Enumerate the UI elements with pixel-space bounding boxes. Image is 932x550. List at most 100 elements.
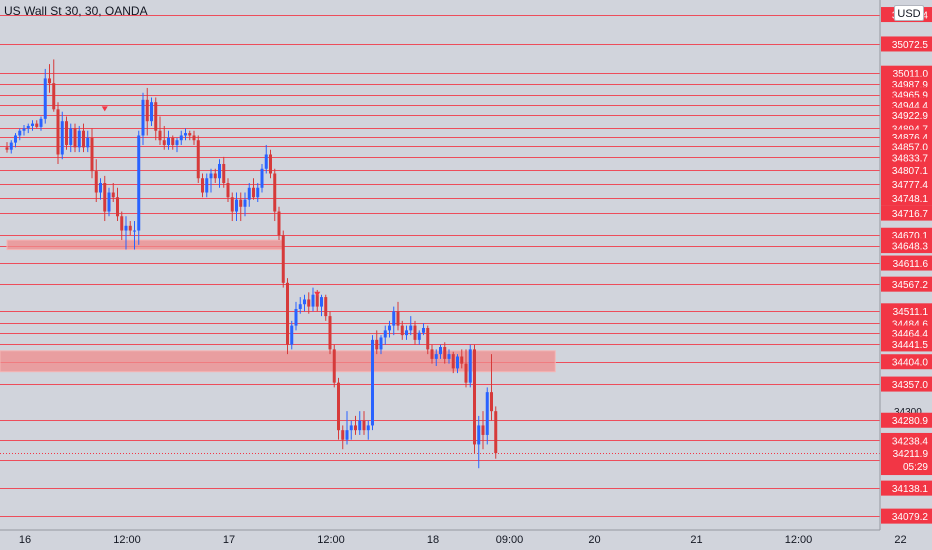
zone-rectangle[interactable]: [0, 350, 556, 373]
candle-body[interactable]: [52, 83, 56, 110]
candle-body[interactable]: [111, 192, 115, 198]
candle-body[interactable]: [468, 349, 472, 383]
candle-body[interactable]: [392, 311, 396, 326]
candle-body[interactable]: [218, 163, 221, 179]
candle-body[interactable]: [434, 354, 438, 359]
candle-body[interactable]: [196, 140, 200, 179]
candle-body[interactable]: [252, 187, 255, 198]
candle-body[interactable]: [99, 183, 102, 193]
candle-body[interactable]: [473, 349, 476, 445]
candle-body[interactable]: [354, 425, 357, 431]
candle-body[interactable]: [490, 392, 493, 412]
candle-body[interactable]: [247, 187, 251, 200]
candle-body[interactable]: [39, 118, 43, 127]
candle-body[interactable]: [281, 235, 285, 283]
candle-body[interactable]: [179, 135, 183, 141]
candle-body[interactable]: [451, 354, 455, 369]
candle-body[interactable]: [290, 325, 294, 345]
candle-body[interactable]: [294, 308, 298, 326]
candle-body[interactable]: [443, 346, 447, 359]
candle-body[interactable]: [256, 187, 260, 198]
zone-rectangle[interactable]: [6, 239, 284, 251]
candle-body[interactable]: [158, 130, 162, 141]
candle-body[interactable]: [298, 304, 302, 309]
candle-body[interactable]: [133, 230, 136, 232]
candle-body[interactable]: [167, 137, 170, 145]
candle-body[interactable]: [405, 330, 408, 336]
candle-body[interactable]: [201, 178, 204, 193]
candle-body[interactable]: [107, 192, 111, 212]
candle-body[interactable]: [383, 330, 387, 338]
candle-body[interactable]: [171, 137, 175, 145]
candle-body[interactable]: [337, 382, 340, 431]
candle-body[interactable]: [188, 133, 192, 136]
candle-body[interactable]: [209, 173, 213, 179]
candle-body[interactable]: [26, 125, 30, 129]
candle-body[interactable]: [235, 199, 238, 212]
candle-body[interactable]: [141, 99, 145, 136]
candle-body[interactable]: [447, 354, 451, 359]
plot-area[interactable]: [0, 0, 880, 530]
candle-body[interactable]: [494, 411, 498, 454]
candle-body[interactable]: [14, 135, 17, 143]
candle-body[interactable]: [460, 356, 464, 364]
candle-body[interactable]: [413, 325, 417, 340]
candle-body[interactable]: [328, 316, 332, 350]
candle-body[interactable]: [345, 430, 349, 440]
candle-body[interactable]: [269, 154, 272, 174]
candle-body[interactable]: [264, 154, 268, 169]
candle-body[interactable]: [320, 297, 323, 307]
time-axis[interactable]: [0, 530, 932, 550]
candle-body[interactable]: [422, 327, 425, 333]
candle-body[interactable]: [5, 147, 9, 150]
currency-button[interactable]: USD: [894, 5, 924, 21]
candle-body[interactable]: [22, 128, 26, 131]
candle-body[interactable]: [311, 294, 315, 307]
candle-body[interactable]: [409, 325, 413, 331]
candle-body[interactable]: [73, 128, 77, 148]
candle-body[interactable]: [464, 363, 468, 383]
candle-body[interactable]: [396, 311, 400, 326]
candle-body[interactable]: [358, 420, 362, 431]
candle-body[interactable]: [60, 121, 64, 155]
candle-body[interactable]: [120, 216, 124, 231]
candle-body[interactable]: [9, 142, 13, 150]
candle-body[interactable]: [430, 349, 434, 359]
candle-body[interactable]: [379, 337, 383, 350]
candle-body[interactable]: [103, 183, 107, 212]
candle-body[interactable]: [230, 197, 234, 212]
candle-body[interactable]: [124, 225, 128, 231]
candle-body[interactable]: [192, 135, 196, 141]
candle-body[interactable]: [388, 325, 391, 331]
candle-body[interactable]: [485, 392, 489, 435]
candle-body[interactable]: [154, 102, 158, 131]
candle-body[interactable]: [69, 128, 73, 145]
candle-body[interactable]: [315, 294, 319, 307]
candle-body[interactable]: [243, 199, 247, 207]
candle-body[interactable]: [137, 135, 141, 231]
candle-body[interactable]: [162, 140, 166, 145]
candle-body[interactable]: [341, 430, 345, 440]
candle-body[interactable]: [417, 332, 421, 340]
candle-body[interactable]: [116, 197, 119, 217]
candle-body[interactable]: [324, 297, 328, 317]
candle-body[interactable]: [128, 225, 132, 231]
candle-body[interactable]: [90, 137, 94, 172]
candle-body[interactable]: [456, 356, 459, 369]
candle-body[interactable]: [94, 171, 98, 193]
candle-body[interactable]: [18, 130, 22, 136]
candle-body[interactable]: [48, 78, 51, 84]
candle-body[interactable]: [77, 130, 81, 148]
candle-body[interactable]: [286, 282, 289, 345]
candle-body[interactable]: [260, 168, 264, 188]
candle-body[interactable]: [82, 130, 85, 148]
candle-body[interactable]: [86, 137, 90, 148]
sell-marker-icon[interactable]: [101, 106, 108, 112]
candle-body[interactable]: [222, 163, 226, 184]
candle-body[interactable]: [307, 299, 311, 307]
candle-body[interactable]: [439, 346, 442, 355]
candle-body[interactable]: [205, 178, 209, 193]
candle-body[interactable]: [366, 425, 370, 431]
